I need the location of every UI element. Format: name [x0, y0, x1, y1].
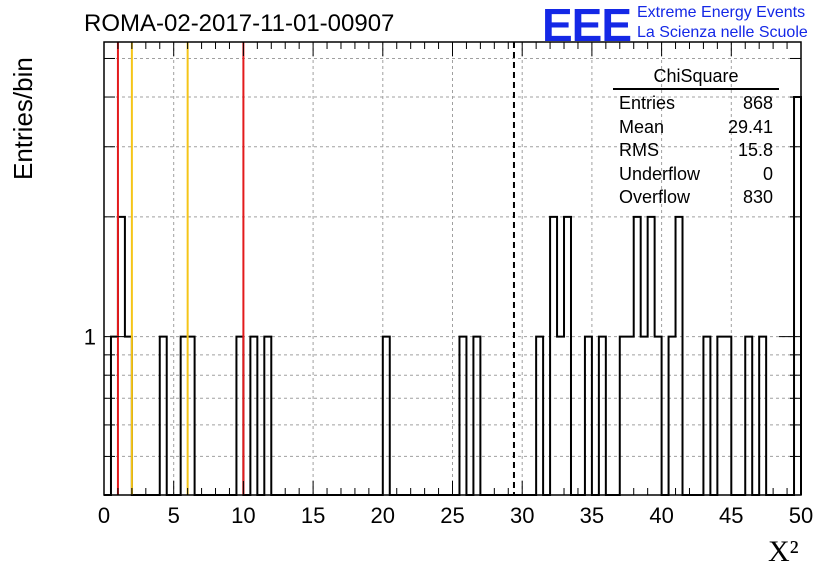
x-tick-label: 40	[649, 503, 673, 528]
histogram-bin	[118, 217, 125, 495]
histogram-bin	[550, 217, 557, 495]
x-tick-label: 25	[440, 503, 464, 528]
histogram-bin	[669, 337, 676, 495]
x-tick-label: 10	[231, 503, 255, 528]
histogram-bin	[125, 337, 132, 495]
stats-value: 29.41	[727, 116, 773, 137]
stats-row-underflow: Underflow 0	[613, 163, 779, 187]
grid-lines	[103, 42, 802, 495]
stats-label: Entries	[619, 93, 676, 113]
histogram-bin	[557, 337, 564, 495]
histogram-bin	[536, 337, 543, 495]
histogram-bin	[585, 337, 592, 495]
histogram-bin	[160, 337, 167, 495]
histogram-bin	[111, 337, 118, 495]
y-axis-label: Entries/bin	[8, 57, 38, 180]
x-tick-label: 15	[301, 503, 325, 528]
histogram-bin	[794, 97, 801, 495]
stats-label: RMS	[619, 140, 659, 161]
histogram-bin	[599, 337, 606, 495]
stats-row-rms: RMS 15.8	[613, 139, 779, 163]
x-tick-label: 0	[98, 503, 110, 528]
marker-lines	[116, 42, 515, 495]
y-tick-label: 1	[84, 325, 96, 350]
histogram-bin	[759, 337, 766, 495]
chart-title: ROMA-02-2017-11-01-00907	[84, 10, 395, 37]
histogram-bin	[641, 337, 648, 495]
x-tick-label: 5	[168, 503, 180, 528]
histogram-bin	[564, 217, 571, 495]
histogram-bin	[383, 337, 390, 495]
histogram-bin	[181, 337, 188, 495]
histogram-bin	[473, 337, 480, 495]
stats-label: Mean	[619, 116, 665, 137]
x-tick-label: 35	[580, 503, 604, 528]
histogram-bin	[236, 337, 243, 495]
stats-value: 15.8	[737, 140, 773, 161]
stats-row-mean: Mean 29.41	[613, 116, 779, 140]
eee-logo: EEE	[542, 0, 632, 51]
stats-box: ChiSquare Entries 868 Mean 29.41 RMS 15.…	[613, 66, 779, 210]
histogram-bin	[724, 337, 731, 495]
x-tick-label: 30	[510, 503, 534, 528]
stats-value: 868	[742, 93, 773, 113]
histogram-bin	[655, 337, 662, 495]
stats-label: Overflow	[619, 187, 691, 208]
histogram-bin	[717, 337, 724, 495]
histogram-bin	[634, 217, 641, 495]
stats-value: 830	[742, 187, 773, 208]
x-tick-label: 20	[371, 503, 395, 528]
logo-line-2: La Scienza nelle Scuole	[637, 24, 808, 41]
axes: 0 5 10 15 20 25 30 35 40 45 50 1	[84, 41, 813, 528]
histogram-bin	[188, 337, 195, 495]
histogram-bin	[250, 337, 257, 495]
x-axis-label: X²	[768, 535, 799, 568]
histogram-bin	[459, 337, 466, 495]
x-tick-label: 50	[789, 503, 813, 528]
stats-row-overflow: Overflow 830	[613, 186, 779, 210]
histogram-bin	[620, 337, 627, 495]
stats-row-entries: Entries 868	[613, 92, 779, 116]
histogram-bin	[745, 337, 752, 495]
stats-value: 0	[762, 163, 773, 184]
histogram-bin	[703, 337, 710, 495]
x-tick-label: 45	[719, 503, 743, 528]
stats-label: Underflow	[619, 163, 701, 184]
logo-line-1: Extreme Energy Events	[637, 4, 806, 21]
histogram-bin	[676, 217, 683, 495]
histogram-bin	[627, 337, 634, 495]
histogram-bin	[264, 337, 271, 495]
histogram-bin	[648, 217, 655, 495]
stats-title: ChiSquare	[613, 66, 779, 90]
